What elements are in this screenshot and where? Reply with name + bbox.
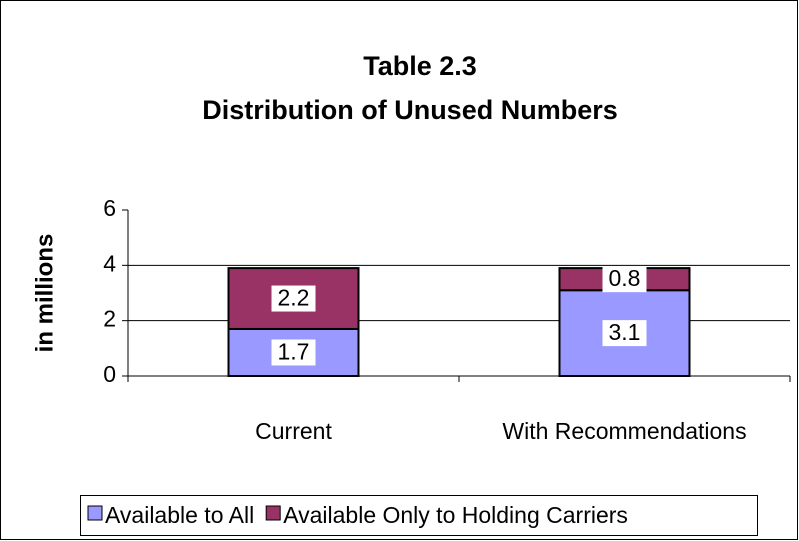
legend-label: Available to All	[105, 502, 254, 528]
chart-title: Distribution of Unused Numbers	[202, 95, 618, 125]
legend-swatch	[87, 505, 103, 521]
legend-swatch	[265, 505, 281, 521]
y-tick-label: 6	[103, 195, 116, 221]
legend	[80, 495, 758, 536]
x-tick-label: With Recommendations	[502, 418, 746, 444]
y-tick-label: 2	[103, 306, 116, 332]
data-label-bg	[602, 320, 647, 347]
y-axis-label: in millions	[31, 234, 58, 353]
chart-title: Table 2.3	[363, 51, 477, 81]
x-tick-label: Current	[255, 418, 332, 444]
legend-label: Available Only to Holding Carriers	[283, 502, 628, 528]
data-label-bg	[271, 339, 316, 366]
y-tick-label: 4	[103, 250, 116, 276]
data-label: 1.7	[278, 339, 310, 365]
data-label-bg	[271, 285, 316, 312]
y-tick-label: 0	[103, 361, 116, 387]
data-label: 3.1	[609, 319, 641, 345]
data-label: 0.8	[609, 265, 641, 291]
data-label: 2.2	[278, 285, 310, 311]
data-label-bg	[602, 266, 647, 293]
